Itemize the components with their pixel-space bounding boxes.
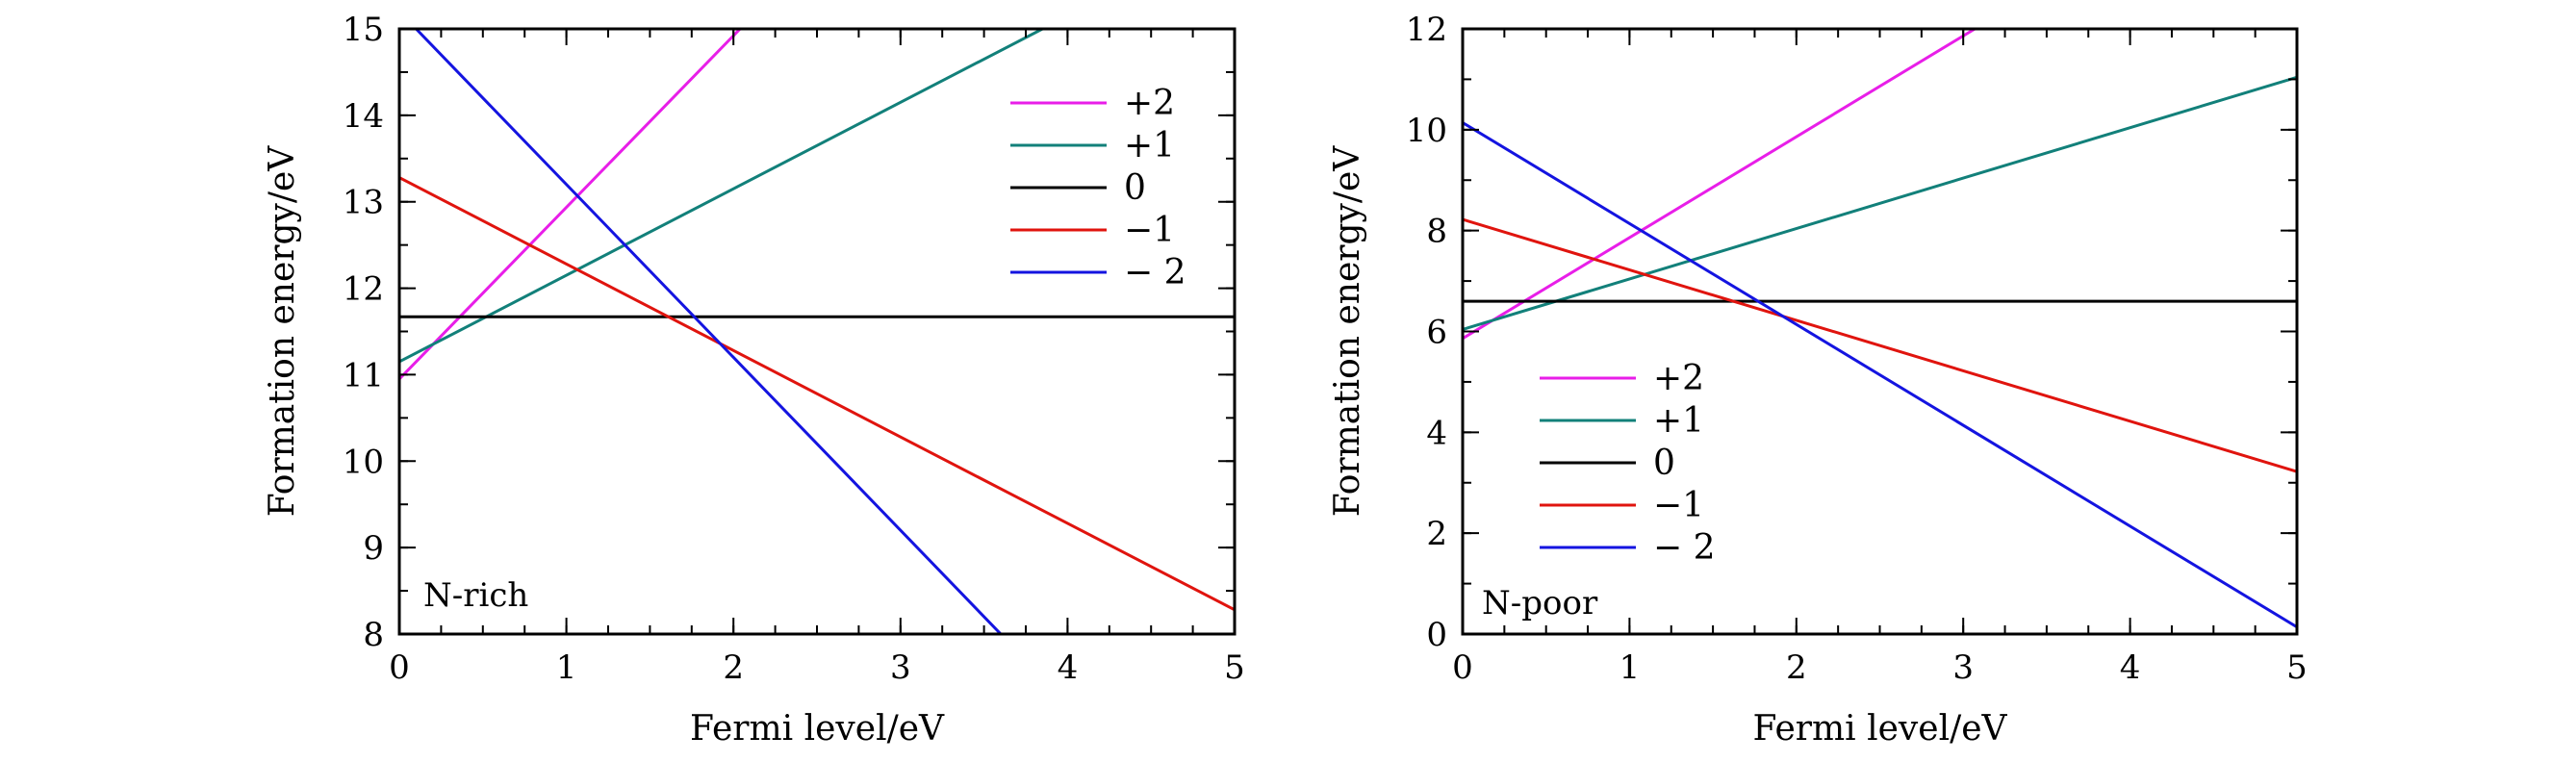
y-tick-label: 13 xyxy=(343,184,384,222)
y-tick-label: 12 xyxy=(343,270,384,309)
legend-label-3: −1 xyxy=(1653,486,1704,525)
legend-label-0: +2 xyxy=(1124,84,1175,123)
y-axis-label: Formation energy/eV xyxy=(263,145,302,518)
x-tick-label: 1 xyxy=(1620,648,1641,687)
legend-label-0: +2 xyxy=(1653,359,1704,398)
x-axis-label: Fermi level/eV xyxy=(690,709,945,749)
x-tick-label: 5 xyxy=(1224,648,1245,687)
legend-label-4: − 2 xyxy=(1124,253,1186,292)
legend-label-3: −1 xyxy=(1124,211,1175,250)
x-axis-label: Fermi level/eV xyxy=(1752,709,2007,749)
y-tick-label: 12 xyxy=(1406,11,1447,49)
y-tick-label: 10 xyxy=(343,443,384,481)
y-axis-label: Formation energy/eV xyxy=(1328,145,1367,518)
y-tick-label: 8 xyxy=(1426,213,1447,251)
y-tick-label: 15 xyxy=(343,11,384,49)
series-line-0 xyxy=(1463,29,1977,341)
series-line-0 xyxy=(399,29,742,380)
legend: +2+10−1− 2 xyxy=(1540,359,1716,568)
x-tick-label: 2 xyxy=(723,648,744,687)
panel-annotation: N-poor xyxy=(1482,584,1598,622)
y-tick-label: 6 xyxy=(1426,314,1447,352)
legend-label-2: 0 xyxy=(1124,168,1146,208)
y-tick-label: 4 xyxy=(1426,414,1447,452)
legend-label-1: +1 xyxy=(1124,126,1175,165)
x-tick-label: 3 xyxy=(890,648,911,687)
y-tick-label: 11 xyxy=(343,356,384,394)
series-line-1 xyxy=(399,29,1044,364)
legend-label-1: +1 xyxy=(1653,401,1704,441)
plot-frame xyxy=(397,27,1237,636)
series-line-4 xyxy=(415,29,1003,634)
legend-label-4: − 2 xyxy=(1653,528,1716,568)
y-tick-label: 10 xyxy=(1406,112,1447,150)
x-tick-label: 3 xyxy=(1952,648,1974,687)
x-tick-label: 5 xyxy=(2286,648,2308,687)
y-tick-label: 0 xyxy=(1426,616,1447,654)
x-tick-label: 4 xyxy=(2120,648,2141,687)
panel-annotation: N-rich xyxy=(423,576,528,615)
x-tick-label: 0 xyxy=(389,648,410,687)
legend: +2+10−1− 2 xyxy=(1010,84,1186,292)
x-tick-label: 4 xyxy=(1058,648,1079,687)
y-tick-label: 8 xyxy=(363,616,384,654)
series-line-3 xyxy=(1463,217,2297,473)
y-tick-label: 2 xyxy=(1426,515,1447,553)
legend-label-2: 0 xyxy=(1653,444,1675,483)
series-line-4 xyxy=(1463,121,2297,628)
x-tick-label: 1 xyxy=(556,648,577,687)
y-tick-label: 9 xyxy=(363,529,384,568)
x-tick-label: 2 xyxy=(1786,648,1807,687)
y-tick-label: 14 xyxy=(343,97,384,136)
plot-frame xyxy=(1461,27,2299,636)
x-tick-label: 0 xyxy=(1452,648,1473,687)
series-line-3 xyxy=(399,176,1235,612)
series-line-1 xyxy=(1463,75,2297,331)
